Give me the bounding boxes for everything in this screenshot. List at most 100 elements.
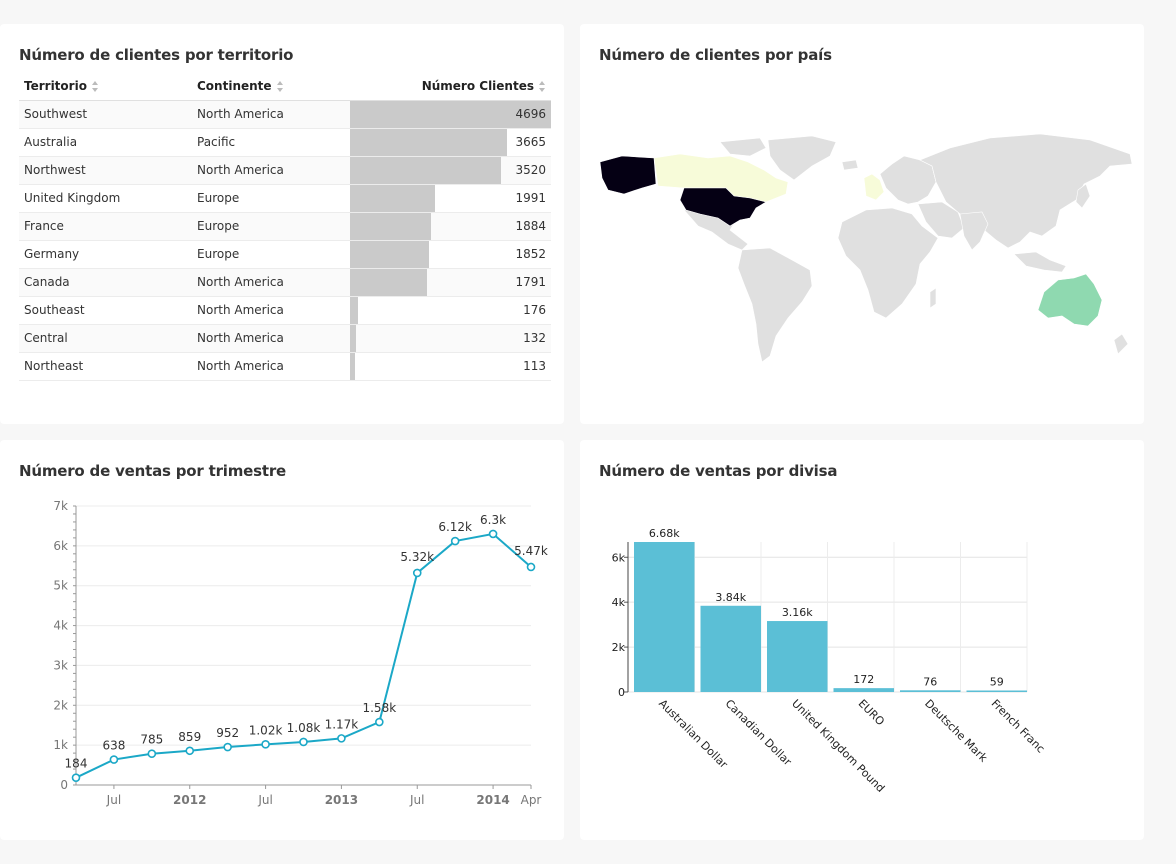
cell-continent: North America [192,268,350,297]
data-point[interactable] [375,717,384,727]
data-point[interactable] [450,536,460,546]
y-tick-label: 5k [53,579,68,593]
cell-territory: Southwest [19,100,192,129]
customers-by-country-card: Número de clientes por país [580,24,1144,424]
category-label: Canadian Dollar [723,697,795,769]
column-header-continent[interactable]: Continente [192,72,350,101]
sales-by-quarter-chart[interactable]: 0 1k 2k 3k 4k 5k 6k 7k Jul 2012 Jul 2013 Jul 2014 Apr 1… [0,440,564,840]
cell-data-bar [350,156,501,184]
continent-africa[interactable] [837,207,939,319]
table-row[interactable]: Central North America 132 [19,324,551,353]
cell-customers: 4696 [350,100,551,129]
bar[interactable] [900,690,961,692]
data-point[interactable] [412,568,422,578]
table-row[interactable]: United Kingdom Europe 1991 [19,184,551,213]
country-japan[interactable] [1075,183,1091,209]
bar[interactable] [966,690,1028,693]
country-india[interactable] [959,211,989,251]
bar-value-label: 76 [923,675,937,688]
data-label: 184 [65,757,88,771]
cell-territory: Australia [19,128,192,157]
category-label: EURO [856,697,888,729]
continent-europe[interactable] [879,155,937,205]
data-label: 1.02k [249,723,283,737]
column-header-customers[interactable]: Número Clientes [350,72,551,101]
country-france-germany-uk[interactable] [863,173,885,201]
data-label: 785 [140,733,163,747]
card-title: Número de clientes por territorio [19,46,294,64]
bar[interactable] [833,688,895,692]
data-point[interactable] [185,746,195,756]
bar[interactable] [767,621,828,692]
data-point[interactable] [147,749,157,759]
card-title: Número de ventas por trimestre [19,462,287,480]
data-point[interactable] [261,740,270,749]
cell-territory: Germany [19,240,192,269]
sales-by-currency-chart[interactable]: 0 2k 4k 6k 6.68k Australian Dollar 3.84k Canadi… [580,440,1144,840]
territory-table: Territorio Continente Número Clientes So… [19,72,551,381]
country-australia[interactable] [1037,273,1103,327]
cell-continent: North America [192,296,350,325]
bar[interactable] [700,605,762,692]
cell-data-bar [350,296,358,324]
country-new-zealand[interactable] [1113,333,1129,355]
country-madagascar[interactable] [929,287,937,309]
category-label: French Franc [989,697,1048,756]
data-point[interactable] [223,742,232,752]
data-point[interactable] [71,773,81,782]
cell-data-bar [350,240,430,268]
x-tick-label: 2012 [173,793,206,807]
country-iceland[interactable] [841,159,859,171]
cell-customers: 3520 [350,156,551,185]
cell-continent: Europe [192,240,350,269]
y-tick-label: 6k [612,551,626,564]
table-row[interactable]: Northwest North America 3520 [19,156,551,185]
table-row[interactable]: Southwest North America 4696 [19,100,551,129]
y-tick-label: 3k [53,658,68,672]
data-point[interactable] [488,529,498,539]
column-header-territory[interactable]: Territorio [19,72,192,101]
world-map[interactable] [580,104,1144,424]
card-title: Número de ventas por divisa [599,462,838,480]
y-tick-label: 4k [612,596,626,609]
table-row[interactable]: Northeast North America 113 [19,352,551,381]
cell-data-bar [350,352,355,380]
cell-data-bar [350,212,431,240]
cell-customers: 132 [350,324,551,353]
data-point[interactable] [337,734,346,743]
sort-icon[interactable] [91,80,99,92]
bar[interactable] [634,542,695,692]
cell-territory: Southeast [19,296,192,325]
region-middle-east[interactable] [917,201,965,239]
sales-by-quarter-card: Número de ventas por trimestre 0 1k 2k 3k 4k… [0,440,564,840]
table-row[interactable]: Canada North America 1791 [19,268,551,297]
country-usa[interactable] [679,187,767,227]
region-southeast-asia[interactable] [1013,251,1067,273]
map-countries[interactable] [683,133,1133,363]
card-title: Número de clientes por país [599,46,832,64]
data-point[interactable] [109,755,119,764]
y-tick-label: 4k [53,619,68,633]
cell-customers-value: 1884 [515,218,546,233]
country-usa-alaska[interactable] [599,155,657,195]
data-point[interactable] [526,562,536,572]
sort-icon[interactable] [539,80,546,92]
data-label: 859 [178,730,201,744]
cell-continent: North America [192,352,350,381]
data-point[interactable] [299,737,308,747]
cell-continent: North America [192,324,350,353]
table-row[interactable]: Southeast North America 176 [19,296,551,325]
table-row[interactable]: Australia Pacific 3665 [19,128,551,157]
cell-continent: Europe [192,212,350,241]
cell-continent: Europe [192,184,350,213]
cell-customers-value: 4696 [515,106,546,121]
sort-icon[interactable] [276,80,284,92]
bar-value-label: 3.16k [782,606,813,619]
country-canada-islands[interactable] [719,137,767,157]
country-greenland[interactable] [767,135,837,181]
table-row[interactable]: Germany Europe 1852 [19,240,551,269]
continent-south-america[interactable] [737,247,813,363]
table-row[interactable]: France Europe 1884 [19,212,551,241]
cell-customers: 3665 [350,128,551,157]
cell-customers-value: 3665 [515,134,546,149]
